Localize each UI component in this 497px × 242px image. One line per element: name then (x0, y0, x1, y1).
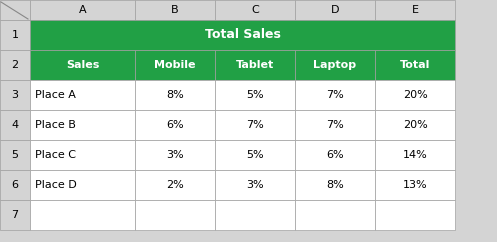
Text: D: D (331, 5, 339, 15)
Text: 7%: 7% (246, 120, 264, 130)
Bar (295, 200, 375, 230)
Text: E: E (412, 5, 418, 15)
Text: A: A (79, 5, 86, 15)
Text: 5%: 5% (246, 150, 264, 160)
Bar (135, 0, 215, 20)
Text: 6: 6 (11, 180, 18, 190)
Bar (30, 50, 135, 80)
Bar (0, 110, 30, 140)
Bar (375, 200, 455, 230)
Text: Place A: Place A (35, 90, 76, 100)
Text: 5%: 5% (246, 90, 264, 100)
Bar (295, 110, 375, 140)
Text: 2: 2 (11, 60, 18, 70)
Text: 8%: 8% (326, 180, 344, 190)
Text: 13%: 13% (403, 180, 427, 190)
Text: 7%: 7% (326, 90, 344, 100)
Bar (30, 110, 135, 140)
Text: 8%: 8% (166, 90, 184, 100)
Bar (0, 0, 30, 20)
Text: 5: 5 (11, 150, 18, 160)
Bar (0, 140, 30, 170)
Bar (30, 200, 135, 230)
Bar (215, 110, 295, 140)
Text: Place D: Place D (35, 180, 77, 190)
Bar (295, 170, 375, 200)
Bar (0, 170, 30, 200)
Bar (215, 170, 295, 200)
Bar (0, 200, 30, 230)
Bar (30, 0, 135, 20)
Bar (30, 80, 135, 110)
Text: C: C (251, 5, 259, 15)
Text: 4: 4 (11, 120, 18, 130)
Bar (30, 140, 135, 170)
Text: Total: Total (400, 60, 430, 70)
Bar (375, 110, 455, 140)
Text: 2%: 2% (166, 180, 184, 190)
Text: Sales: Sales (66, 60, 99, 70)
Bar (135, 200, 215, 230)
Bar (0, 20, 30, 50)
Text: 7: 7 (11, 210, 18, 220)
Bar (215, 80, 295, 110)
Text: B: B (171, 5, 179, 15)
Bar (375, 0, 455, 20)
Text: 3: 3 (11, 90, 18, 100)
Text: 3%: 3% (246, 180, 264, 190)
Text: 6%: 6% (166, 120, 184, 130)
Text: Mobile: Mobile (154, 60, 196, 70)
Bar (375, 170, 455, 200)
Text: Total Sales: Total Sales (205, 29, 280, 41)
Text: 7%: 7% (326, 120, 344, 130)
Bar (295, 140, 375, 170)
Bar (0, 50, 30, 80)
Bar (295, 50, 375, 80)
Bar (295, 80, 375, 110)
Bar (135, 80, 215, 110)
Text: 20%: 20% (403, 120, 427, 130)
Bar (215, 200, 295, 230)
Text: Laptop: Laptop (314, 60, 356, 70)
Bar (135, 110, 215, 140)
Bar (375, 140, 455, 170)
Bar (135, 170, 215, 200)
Bar (375, 80, 455, 110)
Bar (375, 50, 455, 80)
Text: 20%: 20% (403, 90, 427, 100)
Bar (295, 0, 375, 20)
Bar (30, 20, 455, 50)
Text: 1: 1 (11, 30, 18, 40)
Bar (0, 80, 30, 110)
Bar (30, 170, 135, 200)
Text: Place B: Place B (35, 120, 76, 130)
Bar (215, 140, 295, 170)
Bar (215, 0, 295, 20)
Text: 6%: 6% (326, 150, 344, 160)
Bar (135, 50, 215, 80)
Text: Tablet: Tablet (236, 60, 274, 70)
Text: 3%: 3% (166, 150, 184, 160)
Text: Place C: Place C (35, 150, 76, 160)
Bar (215, 50, 295, 80)
Bar (135, 140, 215, 170)
Text: 14%: 14% (403, 150, 427, 160)
